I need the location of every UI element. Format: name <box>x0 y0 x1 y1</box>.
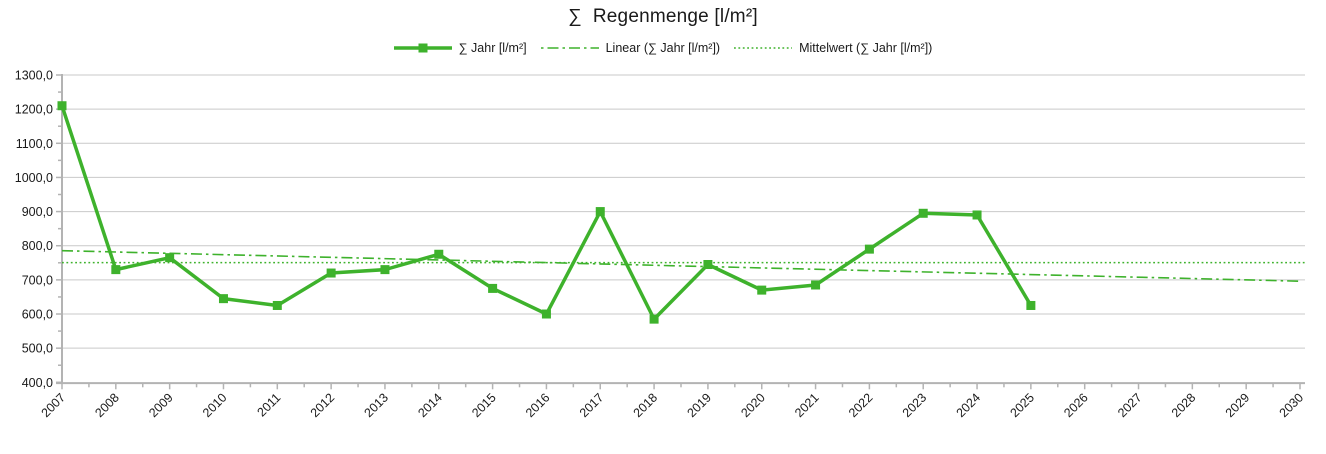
svg-text:700,0: 700,0 <box>22 273 53 287</box>
legend-solid-line-marker-icon <box>393 43 452 53</box>
svg-text:2024: 2024 <box>954 390 984 420</box>
svg-text:2023: 2023 <box>900 390 930 420</box>
chart-legend: ∑ Jahr [l/m²] Linear (∑ Jahr [l/m²]) Mit… <box>0 41 1326 55</box>
svg-text:1300,0: 1300,0 <box>15 69 53 83</box>
svg-text:400,0: 400,0 <box>22 376 53 390</box>
chart-title: ∑ Regenmenge [l/m²] <box>568 6 758 27</box>
svg-text:500,0: 500,0 <box>22 342 53 356</box>
svg-text:2020: 2020 <box>738 390 768 420</box>
gridlines <box>62 74 1305 349</box>
series-markers <box>57 101 1036 324</box>
svg-text:2009: 2009 <box>146 390 176 420</box>
svg-text:2010: 2010 <box>200 390 230 420</box>
svg-text:2027: 2027 <box>1115 390 1145 420</box>
legend-dotted-line-icon <box>734 47 793 49</box>
svg-text:1000,0: 1000,0 <box>15 171 53 185</box>
svg-text:2013: 2013 <box>362 390 392 420</box>
svg-text:2021: 2021 <box>792 390 822 420</box>
svg-text:2029: 2029 <box>1223 390 1253 420</box>
y-axis-labels: 400,0 500,0 600,0 700,0 800,0 900,0 1000,0 1100… <box>15 69 53 390</box>
svg-text:1200,0: 1200,0 <box>15 103 53 117</box>
svg-text:2016: 2016 <box>523 390 553 420</box>
svg-text:1100,0: 1100,0 <box>16 137 53 151</box>
legend-label-mittelwert: Mittelwert (∑ Jahr [l/m²]) <box>799 41 933 55</box>
linear-trend-line <box>61 249 1301 282</box>
legend-item-linear: Linear (∑ Jahr [l/m²]) <box>540 41 721 55</box>
svg-text:900,0: 900,0 <box>22 205 53 219</box>
svg-text:2019: 2019 <box>684 390 714 420</box>
svg-text:2007: 2007 <box>39 390 69 420</box>
svg-text:600,0: 600,0 <box>22 308 53 322</box>
legend-item-mittelwert: Mittelwert (∑ Jahr [l/m²]) <box>734 41 932 55</box>
svg-text:2017: 2017 <box>577 390 607 420</box>
svg-text:2014: 2014 <box>415 390 445 420</box>
svg-text:2012: 2012 <box>308 390 338 420</box>
svg-text:2008: 2008 <box>92 390 122 420</box>
svg-text:2015: 2015 <box>469 390 499 420</box>
legend-item-jahr: ∑ Jahr [l/m²] <box>393 41 527 55</box>
legend-label-jahr: ∑ Jahr [l/m²] <box>458 41 527 55</box>
series-line <box>60 105 1033 321</box>
svg-text:2025: 2025 <box>1007 390 1037 420</box>
x-axis-ticks <box>61 383 1301 390</box>
svg-text:2018: 2018 <box>631 390 661 420</box>
legend-label-linear: Linear (∑ Jahr [l/m²]) <box>605 41 721 55</box>
svg-text:2028: 2028 <box>1169 390 1199 420</box>
svg-text:800,0: 800,0 <box>22 239 53 253</box>
svg-text:2026: 2026 <box>1061 390 1091 420</box>
svg-text:2022: 2022 <box>846 390 876 420</box>
legend-dashdot-line-icon <box>540 47 599 49</box>
svg-text:2011: 2011 <box>255 390 284 419</box>
x-axis-labels: 2007 2008 2009 2010 2011 2012 2013 2014 2015 2016… <box>39 390 1307 420</box>
svg-text:2030: 2030 <box>1277 390 1307 420</box>
